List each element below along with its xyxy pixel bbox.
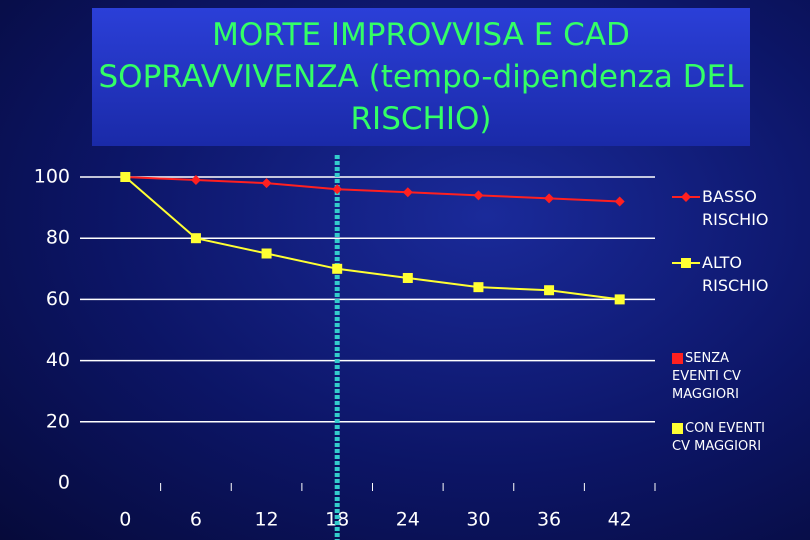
legend-label: ALTO RISCHIO bbox=[702, 253, 769, 295]
legend-label: BASSO RISCHIO bbox=[702, 187, 769, 229]
x-tick-label: 30 bbox=[466, 509, 490, 531]
point bbox=[402, 187, 413, 198]
x-tick-label: 0 bbox=[119, 509, 131, 531]
legend-marker bbox=[681, 258, 691, 268]
point bbox=[544, 193, 555, 204]
annotation-swatch bbox=[672, 423, 683, 434]
point bbox=[261, 178, 272, 189]
point bbox=[544, 285, 555, 296]
point bbox=[332, 263, 343, 274]
point bbox=[402, 272, 413, 283]
x-tick-label: 24 bbox=[396, 509, 420, 531]
x-tick-label: 42 bbox=[608, 509, 632, 531]
x-tick-label: 6 bbox=[190, 509, 202, 531]
point bbox=[120, 172, 131, 182]
series-line bbox=[124, 176, 620, 301]
legend-marker bbox=[681, 192, 691, 202]
annotation: CON EVENTI CV MAGGIORI bbox=[672, 421, 765, 454]
point bbox=[190, 175, 201, 186]
point bbox=[190, 233, 201, 244]
y-tick-label: 0 bbox=[58, 472, 70, 494]
point bbox=[261, 248, 272, 259]
point bbox=[473, 190, 484, 201]
y-tick-label: 80 bbox=[46, 227, 70, 249]
chart-title: MORTE IMPROVVISA E CAD SOPRAVVIVENZA (te… bbox=[92, 8, 750, 146]
x-tick-label: 36 bbox=[537, 509, 561, 531]
point bbox=[332, 184, 343, 195]
point bbox=[614, 294, 625, 305]
y-tick-label: 20 bbox=[46, 410, 70, 432]
x-tick-label: 18 bbox=[325, 509, 349, 531]
annotation: SENZA EVENTI CV MAGGIORI bbox=[672, 351, 741, 402]
y-tick-label: 60 bbox=[46, 288, 70, 310]
annotation-swatch bbox=[672, 353, 683, 364]
x-tick-label: 12 bbox=[254, 509, 278, 531]
y-tick-label: 40 bbox=[46, 349, 70, 371]
point bbox=[473, 282, 484, 293]
series-line bbox=[125, 176, 620, 203]
point bbox=[614, 196, 625, 207]
y-tick-label: 100 bbox=[34, 166, 70, 188]
